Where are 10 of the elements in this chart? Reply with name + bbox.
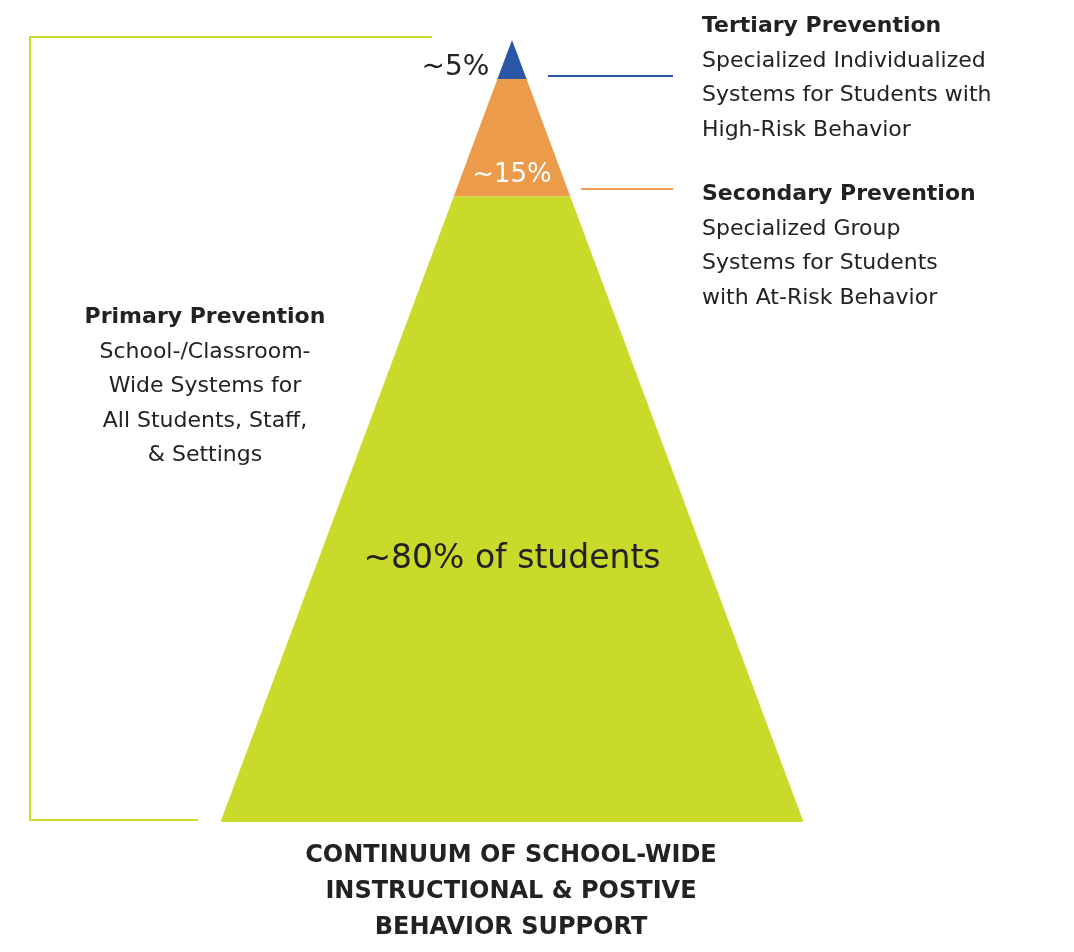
text: CONTINUUM OF SCHOOL-WIDE INSTRUCTIONAL & POSTIVE BEHAVIOR SUPPORT — [305, 840, 717, 940]
text: Specialized Group Systems for Students with At-Risk Behavior — [702, 214, 939, 309]
data-label: ~80% of students — [363, 537, 661, 576]
category-label: Primary Prevention — [84, 303, 326, 328]
category-label: Secondary Prevention — [702, 180, 976, 205]
text: School-/Classroom- Wide Systems for All Students, Staff, & Settings — [99, 337, 311, 466]
category-label: Tertiary Prevention — [702, 12, 942, 37]
data-label: ~15% — [472, 158, 552, 189]
data-label: ~5% — [421, 49, 490, 83]
text: Specialized Individualized Systems for Students with High-Risk Behavior — [702, 46, 992, 141]
